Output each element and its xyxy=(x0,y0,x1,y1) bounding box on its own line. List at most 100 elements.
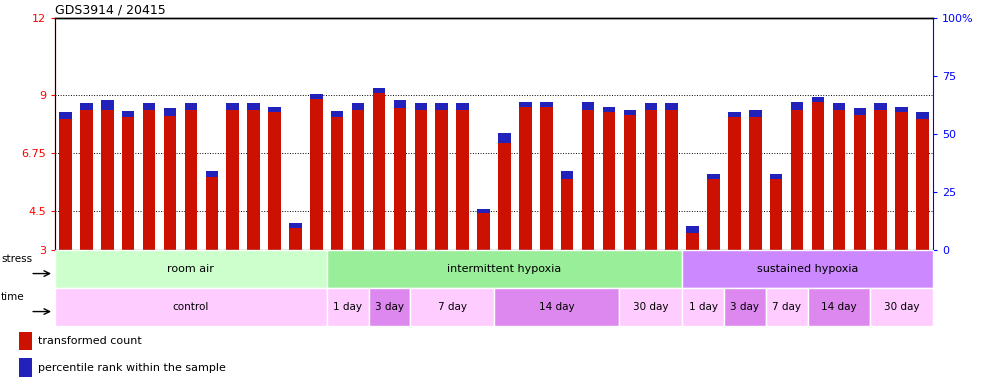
Bar xyxy=(723,288,766,326)
Bar xyxy=(310,94,322,99)
Bar xyxy=(55,250,326,288)
Bar xyxy=(185,109,198,250)
Text: 30 day: 30 day xyxy=(884,302,919,312)
Bar xyxy=(561,179,573,250)
Text: transformed count: transformed count xyxy=(38,336,142,346)
Bar xyxy=(833,109,845,250)
Bar xyxy=(435,103,448,109)
Bar xyxy=(80,109,92,250)
Bar xyxy=(393,108,406,250)
Bar xyxy=(19,332,32,350)
Bar xyxy=(582,102,595,109)
Bar xyxy=(185,103,198,109)
Bar xyxy=(352,109,365,250)
Bar xyxy=(205,177,218,250)
Bar xyxy=(896,112,908,250)
Text: 1 day: 1 day xyxy=(688,302,718,312)
Bar xyxy=(808,288,870,326)
Bar xyxy=(122,117,135,250)
Bar xyxy=(369,288,410,326)
Text: 7 day: 7 day xyxy=(437,302,467,312)
Bar xyxy=(645,109,657,250)
Text: intermittent hypoxia: intermittent hypoxia xyxy=(447,264,561,274)
Bar xyxy=(791,109,803,250)
Bar xyxy=(707,179,720,250)
Bar xyxy=(373,88,385,93)
Bar xyxy=(870,288,933,326)
Bar xyxy=(875,109,887,250)
Bar xyxy=(682,250,933,288)
Bar xyxy=(519,102,532,107)
Bar xyxy=(853,115,866,250)
Bar xyxy=(623,115,636,250)
Bar xyxy=(415,109,427,250)
Text: 7 day: 7 day xyxy=(773,302,801,312)
Bar xyxy=(619,288,682,326)
Bar xyxy=(435,109,448,250)
Bar xyxy=(326,250,682,288)
Text: 30 day: 30 day xyxy=(633,302,668,312)
Bar xyxy=(682,288,723,326)
Bar xyxy=(833,103,845,109)
Bar xyxy=(665,103,678,109)
Bar xyxy=(226,103,239,109)
Bar xyxy=(791,102,803,109)
Bar xyxy=(519,107,532,250)
Bar xyxy=(766,288,808,326)
Bar xyxy=(498,143,511,250)
Bar xyxy=(59,119,72,250)
Bar xyxy=(812,102,825,250)
Text: 3 day: 3 day xyxy=(730,302,759,312)
Bar xyxy=(456,103,469,109)
Bar xyxy=(19,359,32,377)
Bar xyxy=(268,107,281,112)
Bar xyxy=(603,112,615,250)
Bar xyxy=(310,99,322,250)
Bar xyxy=(540,102,552,107)
Bar xyxy=(143,103,155,109)
Bar xyxy=(415,103,427,109)
Bar xyxy=(853,108,866,115)
Bar xyxy=(248,103,260,109)
Text: sustained hypoxia: sustained hypoxia xyxy=(757,264,858,274)
Bar xyxy=(410,288,494,326)
Bar xyxy=(59,112,72,119)
Bar xyxy=(665,109,678,250)
Text: percentile rank within the sample: percentile rank within the sample xyxy=(38,363,226,373)
Text: 14 day: 14 day xyxy=(821,302,857,312)
Bar xyxy=(352,103,365,109)
Bar xyxy=(728,117,740,250)
Bar xyxy=(896,107,908,112)
Bar xyxy=(561,171,573,179)
Bar xyxy=(331,111,343,117)
Text: 1 day: 1 day xyxy=(333,302,362,312)
Bar xyxy=(289,223,302,228)
Bar xyxy=(478,209,490,213)
Bar xyxy=(916,119,929,250)
Bar xyxy=(540,107,552,250)
Bar xyxy=(686,225,699,233)
Bar xyxy=(456,109,469,250)
Bar xyxy=(603,107,615,112)
Text: 3 day: 3 day xyxy=(375,302,404,312)
Bar xyxy=(686,233,699,250)
Bar xyxy=(498,133,511,143)
Bar xyxy=(101,101,113,109)
Bar xyxy=(226,109,239,250)
Bar xyxy=(393,101,406,108)
Bar xyxy=(164,108,176,116)
Bar xyxy=(326,288,369,326)
Bar xyxy=(623,109,636,115)
Bar xyxy=(289,228,302,250)
Bar xyxy=(248,109,260,250)
Bar xyxy=(749,117,762,250)
Bar xyxy=(582,109,595,250)
Bar xyxy=(205,171,218,177)
Bar xyxy=(164,116,176,250)
Bar xyxy=(749,109,762,117)
Bar xyxy=(268,112,281,250)
Text: GDS3914 / 20415: GDS3914 / 20415 xyxy=(55,3,166,16)
Bar xyxy=(331,117,343,250)
Bar xyxy=(645,103,657,109)
Bar xyxy=(916,112,929,119)
